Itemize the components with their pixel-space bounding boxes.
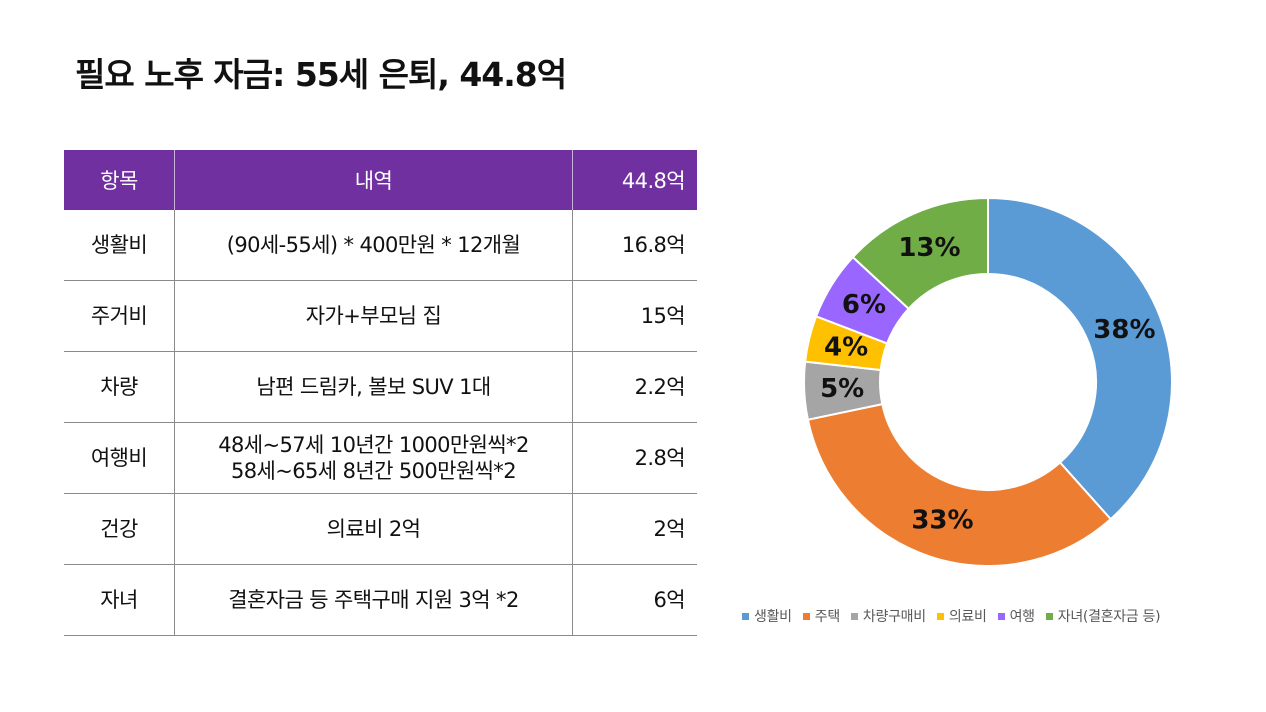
table-row: 차량 남편 드림카, 볼보 SUV 1대 2.2억 [64,351,697,423]
page-title: 필요 노후 자금: 55세 은퇴, 44.8억 [75,55,567,94]
row-detail-line: 48세~57세 10년간 1000만원씩*2 [218,432,529,457]
legend-swatch [742,612,749,620]
row-detail: 자가+부모님 집 [174,280,573,352]
row-detail-line: 결혼자금 등 주택구매 지원 3억 *2 [228,587,519,612]
row-amount: 2.2억 [572,351,697,423]
row-detail-line: 남편 드림카, 볼보 SUV 1대 [256,374,491,399]
legend-item: 자녀(결혼자금 등) [1045,606,1161,626]
legend-swatch [802,612,810,620]
legend-item: 의료비 [936,606,987,626]
donut-slice-생활비 [987,196,1173,521]
row-detail: 의료비 2억 [174,493,573,565]
table-row: 생활비 (90세-55세) * 400만원 * 12개월 16.8억 [64,210,697,281]
legend-item: 여행 [997,606,1035,626]
legend-swatch [850,612,858,620]
row-detail: 48세~57세 10년간 1000만원씩*2 58세~65세 8년간 500만원… [174,422,573,494]
header-amount: 44.8억 [572,150,697,210]
donut-slice-주택 [806,402,1113,567]
row-item: 자녀 [64,564,175,636]
slice-label: 38% [1093,315,1155,345]
row-amount: 2.8억 [572,422,697,494]
table-row: 여행비 48세~57세 10년간 1000만원씩*2 58세~65세 8년간 5… [64,422,697,494]
legend-item: 주택 [802,606,840,626]
row-detail-line: 58세~65세 8년간 500만원씩*2 [231,459,517,483]
legend-label: 자녀(결혼자금 등) [1057,609,1161,625]
row-amount: 16.8억 [572,210,697,281]
row-detail: (90세-55세) * 400만원 * 12개월 [174,210,573,281]
legend-swatch [1045,612,1053,620]
table-row: 자녀 결혼자금 등 주택구매 지원 3억 *2 6억 [64,564,697,636]
chart-legend: 생활비 주택 차량구매비 의료비 여행 자녀(결혼자금 등) [742,606,1161,626]
legend-label: 여행 [1009,609,1035,625]
slice-label: 4% [824,333,868,363]
row-amount: 2억 [572,493,697,565]
retirement-fund-table: 항목 내역 44.8억 생활비 (90세-55세) * 400만원 * 12개월… [64,150,697,636]
row-item: 생활비 [64,210,175,281]
donut-chart-svg: 38% 33% 5% 4% 6% 13% [803,196,1173,567]
header-detail: 내역 [174,150,573,210]
header-item: 항목 [64,150,175,210]
legend-swatch [936,612,944,620]
legend-label: 생활비 [754,609,792,625]
legend-item: 생활비 [742,606,792,626]
row-item: 차량 [64,351,175,423]
row-detail-line: 자가+부모님 집 [305,303,442,328]
legend-label: 차량구매비 [862,609,926,625]
slice-label: 6% [842,290,886,320]
row-detail: 결혼자금 등 주택구매 지원 3억 *2 [174,564,573,636]
row-item: 주거비 [64,280,175,352]
row-detail-line: (90세-55세) * 400만원 * 12개월 [226,232,521,257]
donut-slice-자녀(결혼자금 등) [851,196,989,311]
slice-label: 13% [898,233,960,263]
table-row: 건강 의료비 2억 2억 [64,493,697,565]
slice-label: 33% [911,506,973,536]
row-item: 여행비 [64,422,175,494]
row-amount: 15억 [572,280,697,352]
donut-chart: 38% 33% 5% 4% 6% 13% [760,170,1220,590]
row-detail-line: 의료비 2억 [326,516,421,541]
row-item: 건강 [64,493,175,565]
row-amount: 6억 [572,564,697,636]
legend-item: 차량구매비 [850,606,926,626]
table-header-row: 항목 내역 44.8억 [64,150,697,210]
table-row: 주거비 자가+부모님 집 15억 [64,280,697,352]
legend-label: 주택 [814,609,840,625]
legend-swatch [997,612,1005,620]
row-detail: 남편 드림카, 볼보 SUV 1대 [174,351,573,423]
slice-label: 5% [820,374,864,404]
legend-label: 의료비 [948,609,987,625]
